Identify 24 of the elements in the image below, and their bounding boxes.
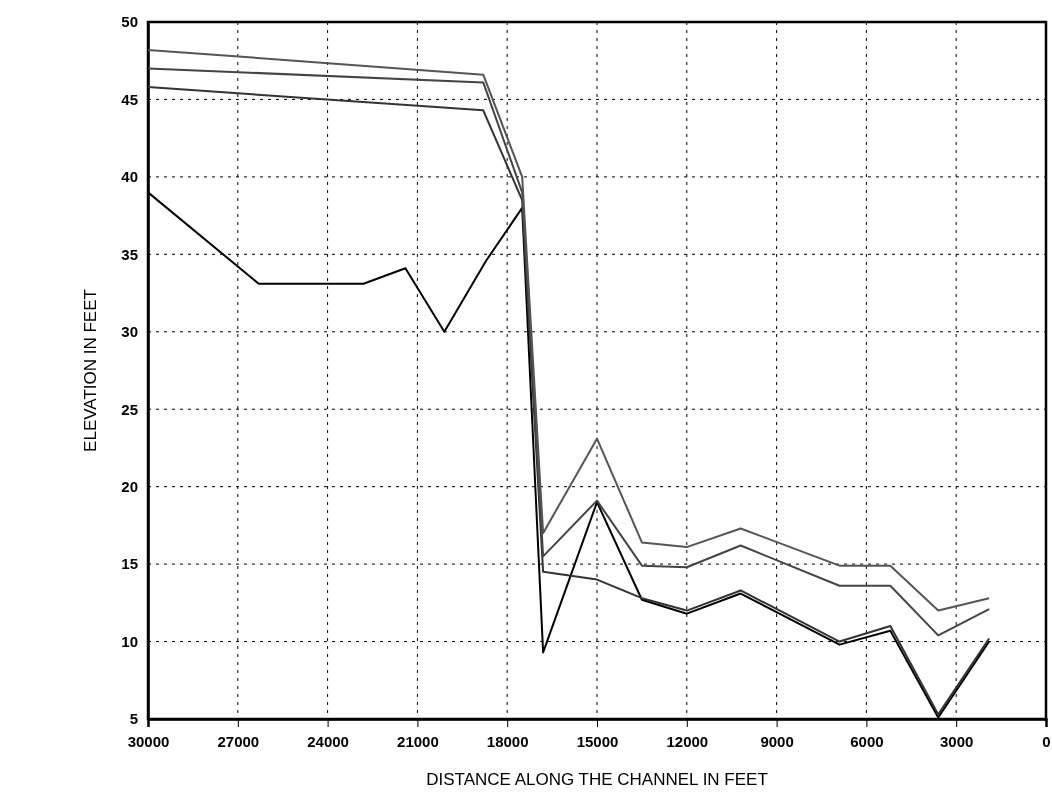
y-tick-label: 5 [129, 710, 138, 728]
y-tick-label: 10 [121, 632, 138, 650]
x-axis-title: DISTANCE ALONG THE CHANNEL IN FEET [426, 770, 768, 789]
y-tick-label: 20 [121, 477, 138, 495]
y-tick-label: 25 [121, 400, 138, 418]
y-tick-label: 30 [121, 323, 138, 341]
x-tick-label: 6000 [850, 732, 884, 750]
x-tick-label: 9000 [760, 732, 794, 750]
y-tick-label: 35 [121, 245, 138, 263]
x-tick-label: 0 [1042, 732, 1051, 750]
x-tick-label: 15000 [576, 732, 619, 750]
y-axis-title: ELEVATION IN FEET [81, 289, 100, 452]
x-tick-label: 21000 [397, 732, 439, 750]
x-tick-label: 24000 [307, 732, 349, 750]
y-tick-label: 50 [121, 13, 138, 31]
y-tick-label: 15 [121, 555, 138, 573]
x-tick-label: 12000 [666, 732, 709, 750]
y-tick-label: 40 [121, 168, 138, 186]
line-series [147, 86, 991, 716]
x-tick-label: 18000 [486, 732, 529, 750]
x-tick-label: 27000 [217, 732, 260, 750]
x-tick-label: 3000 [940, 732, 974, 750]
x-tick-label: 30000 [127, 732, 170, 750]
y-tick-label: 45 [121, 90, 138, 108]
